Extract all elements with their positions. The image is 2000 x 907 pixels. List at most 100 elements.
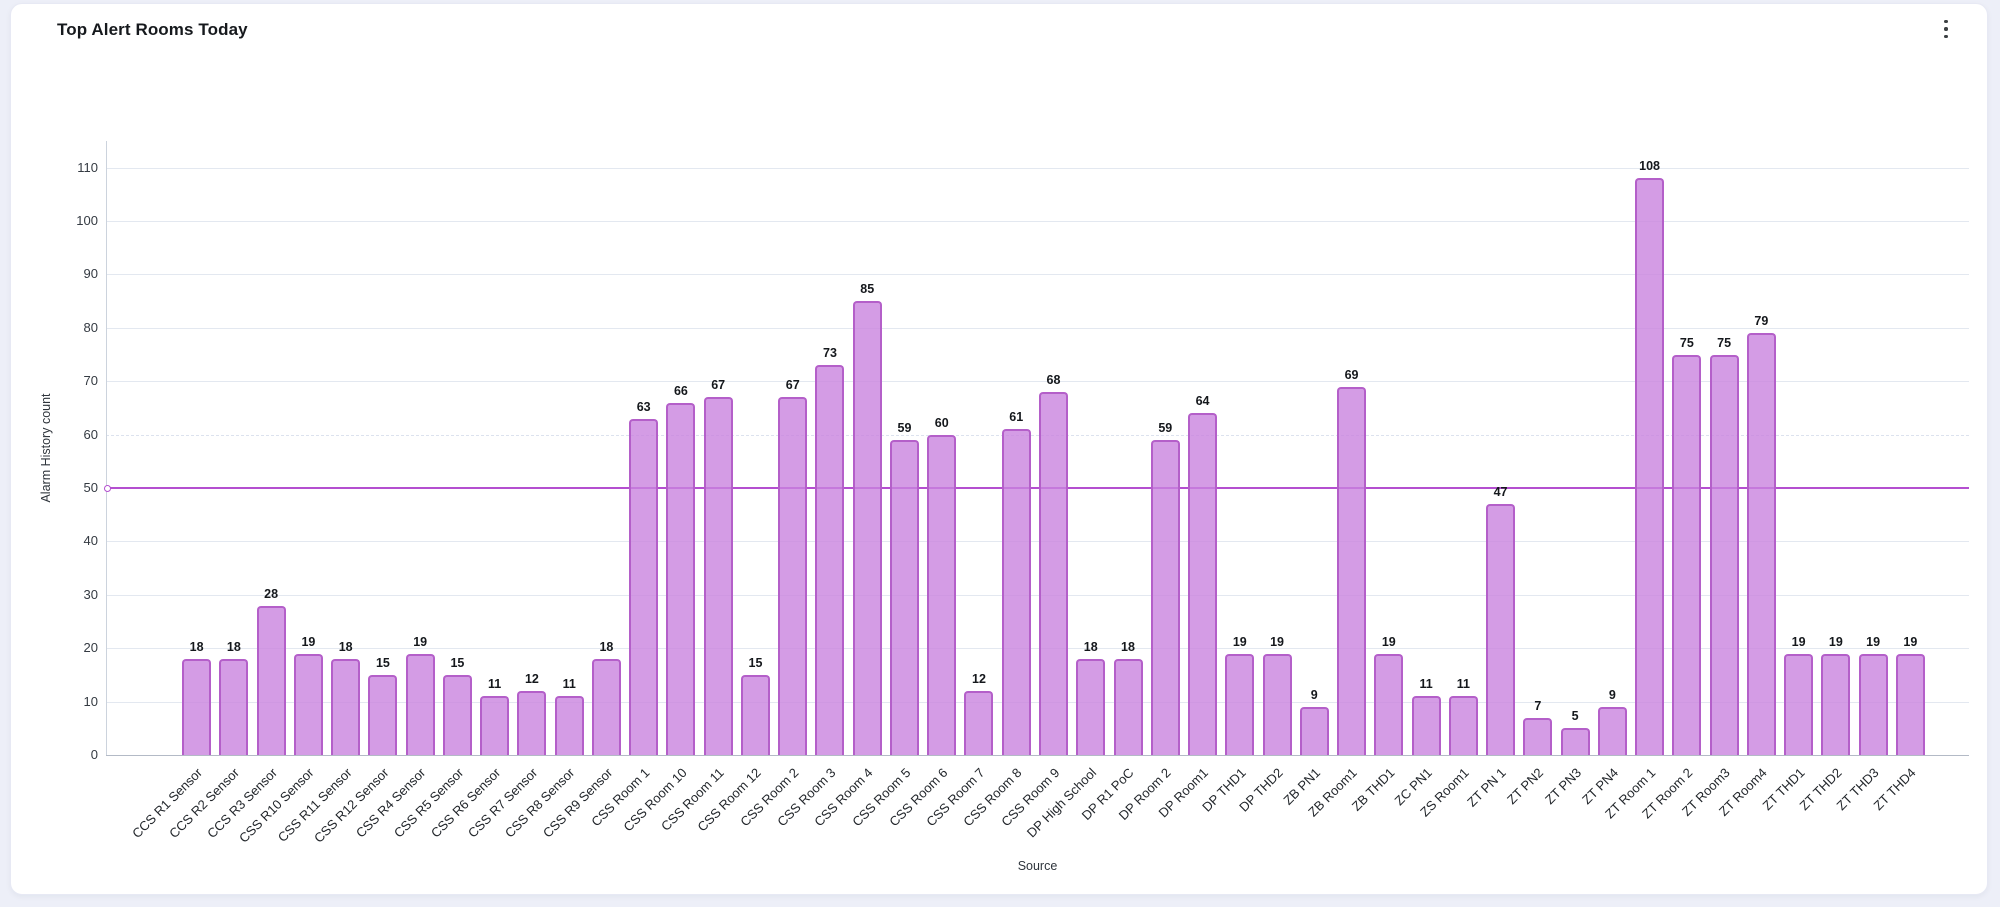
bar[interactable] bbox=[666, 402, 696, 755]
bar[interactable] bbox=[927, 434, 957, 755]
bar-value-label: 7 bbox=[1534, 698, 1542, 713]
bar-value-label: 18 bbox=[1083, 639, 1098, 654]
bar[interactable] bbox=[1113, 658, 1143, 755]
bar[interactable] bbox=[1448, 696, 1478, 755]
x-tick-label-text: ZT PN 1 bbox=[1464, 765, 1510, 810]
bar-value-label: 12 bbox=[524, 671, 539, 686]
bar[interactable] bbox=[1225, 653, 1255, 755]
widget-menu-button[interactable] bbox=[1931, 14, 1961, 44]
bar[interactable] bbox=[1858, 653, 1888, 755]
gridline bbox=[106, 221, 1969, 223]
bar[interactable] bbox=[1150, 439, 1180, 755]
y-tick-label: 80 bbox=[83, 319, 98, 335]
bar[interactable] bbox=[1299, 706, 1329, 755]
bar[interactable] bbox=[182, 658, 212, 755]
bar-value-label: 19 bbox=[1232, 634, 1247, 649]
bar-value-label: 73 bbox=[823, 346, 837, 361]
bar-value-label: 11 bbox=[562, 677, 576, 692]
bar-value-label: 60 bbox=[934, 415, 949, 430]
y-tick-label: 90 bbox=[83, 266, 98, 282]
bar[interactable] bbox=[703, 397, 733, 755]
bar[interactable] bbox=[1076, 658, 1106, 755]
bar[interactable] bbox=[1560, 728, 1590, 755]
bar-value-label: 75 bbox=[1717, 335, 1732, 350]
bar-value-label: 69 bbox=[1344, 367, 1359, 382]
bar[interactable] bbox=[480, 696, 510, 755]
bar-value-label: 19 bbox=[413, 634, 428, 649]
x-tick-label-text: ZT PN2 bbox=[1504, 765, 1547, 808]
bar[interactable] bbox=[1262, 653, 1292, 755]
bar-value-label: 19 bbox=[1270, 634, 1284, 649]
bar[interactable] bbox=[740, 674, 770, 755]
bar-value-label: 15 bbox=[450, 655, 465, 670]
bar-value-label: 18 bbox=[338, 639, 353, 654]
widget-title: Top Alert Rooms Today bbox=[57, 20, 248, 39]
bar[interactable] bbox=[1709, 354, 1739, 755]
bar[interactable] bbox=[1746, 333, 1776, 755]
bar[interactable] bbox=[1188, 413, 1218, 755]
threshold-line-start-marker-icon bbox=[104, 484, 111, 492]
bar[interactable] bbox=[1374, 653, 1404, 755]
x-tick-label-text: ZT PN3 bbox=[1541, 765, 1584, 808]
y-tick-label: 70 bbox=[83, 373, 98, 389]
bar-value-label: 11 bbox=[1419, 677, 1433, 692]
bar-value-label: 12 bbox=[972, 671, 986, 686]
y-tick-label: 0 bbox=[90, 747, 98, 762]
bar-value-label: 19 bbox=[1791, 634, 1806, 649]
bar-value-label: 75 bbox=[1679, 335, 1694, 350]
y-tick-label: 40 bbox=[83, 533, 98, 549]
bar[interactable] bbox=[1821, 653, 1851, 755]
bar[interactable] bbox=[1895, 653, 1925, 755]
gridline bbox=[106, 381, 1969, 383]
bar[interactable] bbox=[1672, 354, 1702, 755]
bar-value-label: 66 bbox=[673, 383, 688, 398]
bar[interactable] bbox=[1486, 504, 1516, 755]
gridline bbox=[106, 648, 1969, 650]
bar[interactable] bbox=[1597, 706, 1627, 755]
y-tick-label: 10 bbox=[83, 693, 98, 709]
bar[interactable] bbox=[554, 696, 584, 755]
bar[interactable] bbox=[1001, 429, 1031, 755]
bar[interactable] bbox=[1337, 386, 1367, 755]
kebab-vertical-icon bbox=[1944, 34, 1948, 39]
bar[interactable] bbox=[629, 418, 659, 755]
x-axis-line bbox=[106, 755, 1969, 756]
bar[interactable] bbox=[517, 690, 547, 755]
bar-value-label: 19 bbox=[1828, 634, 1843, 649]
bar[interactable] bbox=[331, 658, 361, 755]
gridline bbox=[106, 701, 1969, 703]
bar-value-label: 15 bbox=[375, 655, 390, 670]
bar-value-label: 5 bbox=[1571, 709, 1579, 724]
gridline bbox=[106, 541, 1969, 543]
bar[interactable] bbox=[405, 653, 435, 755]
bar-value-label: 108 bbox=[1639, 159, 1660, 174]
bar[interactable] bbox=[368, 674, 398, 755]
bar[interactable] bbox=[1039, 391, 1068, 755]
x-axis-title: Source bbox=[1017, 859, 1058, 873]
y-tick-label: 20 bbox=[83, 640, 98, 656]
bar[interactable] bbox=[815, 365, 845, 755]
bar[interactable] bbox=[1411, 696, 1441, 755]
bar-value-label: 59 bbox=[897, 420, 912, 435]
bar[interactable] bbox=[852, 301, 882, 755]
bar-chart: Alarm History count Source 0 10 20 30 40 50 60… bbox=[11, 4, 1989, 896]
bar[interactable] bbox=[778, 397, 808, 755]
bar-value-label: 61 bbox=[1009, 410, 1024, 425]
bar[interactable] bbox=[1784, 653, 1814, 755]
bar[interactable] bbox=[1635, 178, 1665, 755]
bar[interactable] bbox=[964, 690, 994, 755]
bar[interactable] bbox=[442, 674, 472, 755]
bar-value-label: 9 bbox=[1608, 687, 1616, 702]
bar[interactable] bbox=[1523, 717, 1553, 755]
bar[interactable] bbox=[219, 658, 249, 755]
bar-value-label: 67 bbox=[785, 378, 800, 393]
bar[interactable] bbox=[293, 653, 323, 755]
bar-value-label: 11 bbox=[1456, 677, 1470, 692]
y-tick-label: 110 bbox=[77, 159, 98, 175]
bar[interactable] bbox=[591, 658, 621, 755]
bar-value-label: 47 bbox=[1493, 485, 1508, 500]
bar[interactable] bbox=[256, 605, 286, 755]
bar-value-label: 63 bbox=[636, 399, 651, 414]
bar-value-label: 19 bbox=[301, 634, 316, 649]
bar[interactable] bbox=[889, 439, 919, 755]
